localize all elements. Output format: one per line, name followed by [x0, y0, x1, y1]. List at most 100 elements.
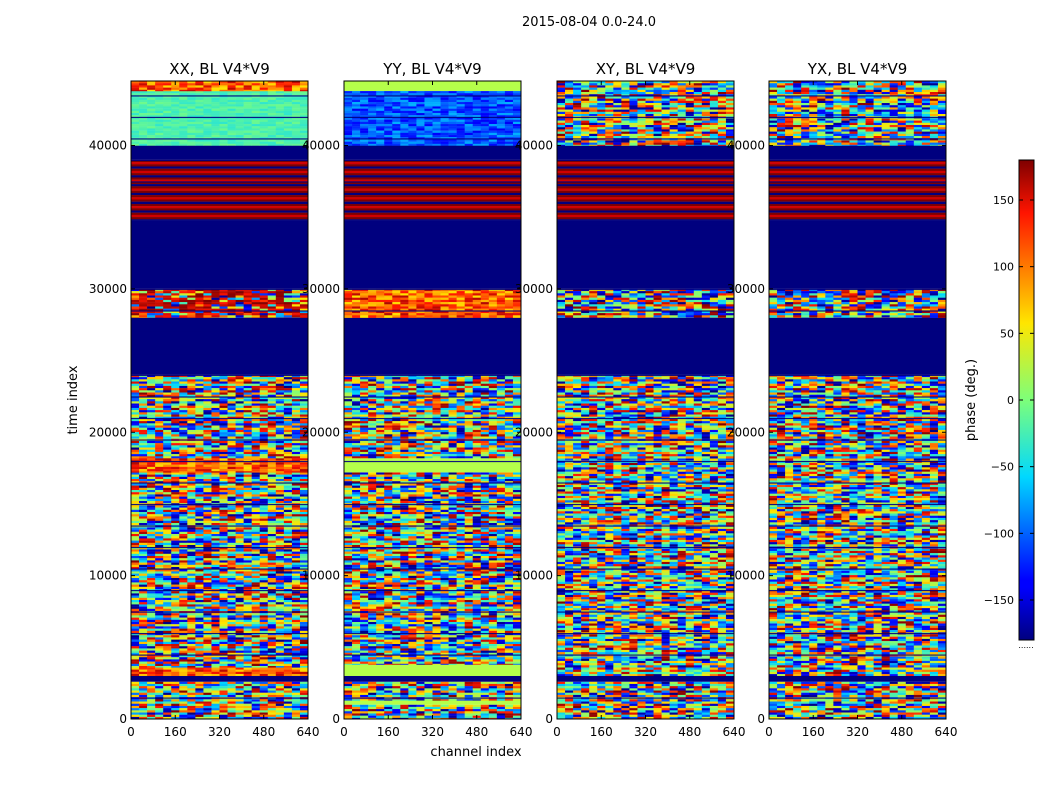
band-flagged: [344, 675, 521, 682]
heatmap-image: [769, 81, 946, 719]
y-tick-label: 30000: [302, 282, 340, 296]
band-light-green: [344, 664, 521, 676]
band-red-stripes: [557, 159, 734, 221]
flagged-rows: [344, 95, 521, 699]
band-light-green: [344, 700, 521, 705]
x-tick-label: 0: [340, 725, 348, 739]
y-tick-label: 30000: [89, 282, 127, 296]
band-noise: [769, 374, 946, 677]
colorbar: 150 100 50 0 −50 −100 −150 phase (deg.) ......: [964, 159, 1035, 650]
colorbar-tick-label: 50: [1000, 327, 1014, 340]
x-tick-label: 160: [590, 725, 613, 739]
x-tick-label: 480: [252, 725, 275, 739]
band-flagged: [557, 317, 734, 375]
x-tick-label: 0: [553, 725, 561, 739]
band-noise: [344, 374, 521, 459]
colorbar-label: phase (deg.): [964, 359, 979, 441]
band-red-stripes: [344, 159, 521, 221]
y-tick-label: 10000: [515, 569, 553, 583]
colorbar-tick-label: 100: [993, 261, 1014, 274]
panel-title: XX, BL V4*V9: [169, 60, 270, 78]
panel-2: YY, BL V4*V9 0 160 320 480 640 0 10000 20000 3000…: [302, 60, 533, 739]
panel-title: YX, BL V4*V9: [807, 60, 908, 78]
band-warm: [344, 288, 521, 318]
y-tick-label: 20000: [515, 425, 553, 439]
colorbar-tick-label: 150: [993, 194, 1014, 207]
colorbar-under-note: ......: [1018, 641, 1033, 650]
band-flagged: [557, 675, 734, 682]
band-flagged: [557, 145, 734, 160]
y-tick-label: 0: [545, 712, 553, 726]
panels-group: XX, BL V4*V9 0 160 320 480 640 0 10000 20000 3000…: [89, 60, 958, 739]
band-flagged: [557, 220, 734, 289]
band-blue: [344, 91, 521, 146]
band-flagged: [769, 145, 946, 160]
y-tick-label: 40000: [89, 139, 127, 153]
x-tick-label: 160: [377, 725, 400, 739]
y-tick-label: 10000: [89, 569, 127, 583]
x-tick-label: 160: [802, 725, 825, 739]
x-tick-label: 0: [127, 725, 135, 739]
y-tick-label: 40000: [302, 139, 340, 153]
colorbar-tick-label: −50: [991, 461, 1014, 474]
y-tick-label: 0: [119, 712, 127, 726]
y-tick-label: 10000: [302, 569, 340, 583]
band-warm: [131, 458, 308, 473]
band-flagged: [769, 220, 946, 289]
band-red-stripes: [769, 159, 946, 221]
band-flagged: [769, 675, 946, 682]
flagged-rows: [557, 95, 734, 699]
heatmap-image: [557, 81, 734, 719]
x-tick-label: 320: [846, 725, 869, 739]
x-axis-label: channel index: [430, 745, 521, 760]
band-flagged: [131, 220, 308, 289]
x-tick-label: 320: [634, 725, 657, 739]
panel-1: XX, BL V4*V9 0 160 320 480 640 0 10000 20000 3000…: [89, 60, 320, 739]
panel-3: XY, BL V4*V9 0 160 320 480 640 0 10000 20000 3000…: [515, 60, 746, 739]
colorbar-tick-label: −150: [984, 594, 1014, 607]
x-tick-label: 480: [890, 725, 913, 739]
y-axis-label: time index: [66, 365, 81, 434]
band-light-green: [344, 81, 521, 92]
x-tick-label: 480: [678, 725, 701, 739]
y-tick-label: 0: [757, 712, 765, 726]
y-tick-label: 40000: [727, 139, 765, 153]
band-noise: [557, 681, 734, 719]
band-red-mix: [131, 288, 308, 318]
band-noise: [769, 81, 946, 146]
band-flagged: [131, 145, 308, 160]
y-tick-label: 40000: [515, 139, 553, 153]
flagged-rows: [769, 95, 946, 699]
band-flagged: [131, 675, 308, 682]
band-flagged: [344, 220, 521, 289]
band-noise: [769, 288, 946, 318]
band-flagged: [344, 317, 521, 375]
band-flagged: [344, 145, 521, 160]
flagged-rows: [131, 95, 308, 699]
y-tick-label: 20000: [727, 425, 765, 439]
band-noise: [769, 681, 946, 719]
panel-4: YX, BL V4*V9 0 160 320 480 640 0 10000 20000 3000…: [727, 60, 958, 739]
x-tick-label: 640: [297, 725, 320, 739]
band-light-green: [344, 458, 521, 473]
band-flagged: [131, 317, 308, 375]
colorbar-tick-label: −100: [984, 527, 1014, 540]
x-tick-label: 640: [723, 725, 746, 739]
heatmap-image: [131, 81, 308, 719]
band-noise: [344, 472, 521, 665]
band-noise: [344, 704, 521, 719]
x-tick-label: 320: [421, 725, 444, 739]
y-tick-label: 0: [332, 712, 340, 726]
band-warm: [131, 667, 308, 677]
y-tick-label: 20000: [89, 425, 127, 439]
x-tick-label: 320: [208, 725, 231, 739]
band-red-stripes: [131, 159, 308, 221]
band-noise: [557, 81, 734, 146]
colorbar-ticks: 150 100 50 0 −50 −100 −150: [984, 194, 1034, 607]
x-tick-label: 640: [510, 725, 533, 739]
colorbar-tick-label: 0: [1007, 394, 1014, 407]
panel-title: YY, BL V4*V9: [382, 60, 481, 78]
x-tick-label: 160: [164, 725, 187, 739]
y-tick-label: 30000: [727, 282, 765, 296]
